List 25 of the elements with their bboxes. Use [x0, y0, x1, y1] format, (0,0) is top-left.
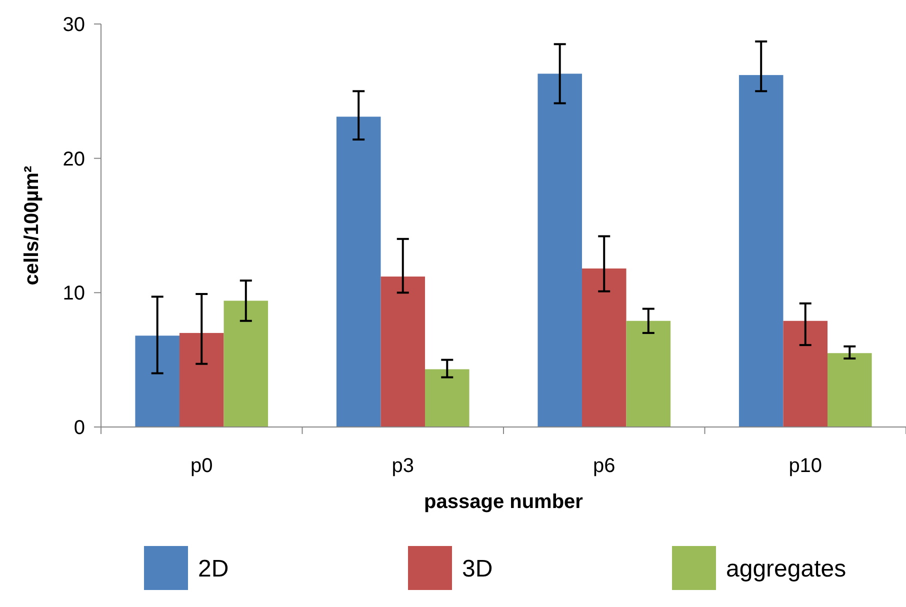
- x-axis-title: passage number: [424, 491, 584, 513]
- bar: [738, 75, 784, 427]
- bar: [224, 300, 268, 427]
- x-tick-label: p10: [788, 455, 822, 477]
- bar: [179, 332, 224, 427]
- bar: [336, 116, 381, 427]
- y-axis-title: cells/100µm²: [21, 165, 43, 286]
- bar: [538, 74, 582, 427]
- y-tick-label: 30: [62, 14, 85, 36]
- legend-label: 2D: [198, 555, 229, 582]
- bar: [425, 369, 470, 427]
- legend-label: 3D: [462, 555, 493, 582]
- y-tick-label: 0: [74, 417, 85, 439]
- bar: [582, 268, 626, 427]
- bar: [783, 320, 828, 427]
- x-tick-label: p0: [190, 455, 213, 477]
- bar: [135, 336, 180, 427]
- x-tick-label: p6: [593, 455, 616, 477]
- legend-label: aggregates: [726, 555, 846, 582]
- x-tick-label: p3: [392, 455, 414, 477]
- bar: [828, 353, 872, 427]
- bar: [626, 320, 671, 427]
- y-tick-label: 10: [62, 282, 85, 305]
- y-tick-label: 20: [62, 148, 85, 170]
- bar: [380, 276, 426, 427]
